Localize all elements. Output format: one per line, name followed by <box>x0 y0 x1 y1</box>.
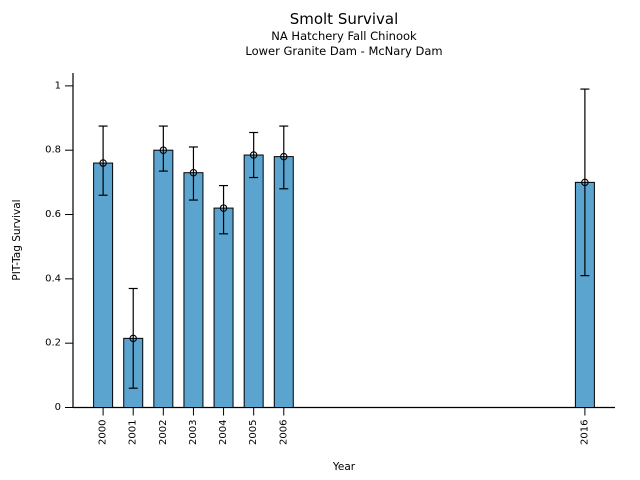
point-marker-2001 <box>129 334 137 343</box>
x-tick-label: 2001 <box>128 420 139 445</box>
chart-title-block: Smolt Survival NA Hatchery Fall Chinook … <box>73 10 615 59</box>
x-tick-label: 2000 <box>98 420 109 445</box>
x-tick-label: 2004 <box>218 420 229 445</box>
y-tick-label: 0.2 <box>45 338 61 349</box>
chart-subtitle-1: NA Hatchery Fall Chinook <box>271 29 417 43</box>
y-tick-label: 0.4 <box>45 273 61 284</box>
bar-2005 <box>243 154 264 408</box>
x-tick-label: 2002 <box>158 420 169 445</box>
y-tick-label: 0.8 <box>45 145 61 156</box>
x-tick-label: 2006 <box>278 420 289 445</box>
x-axis-title: Year <box>332 461 356 473</box>
y-tick-label: 0 <box>55 402 61 413</box>
x-tick-label: 2016 <box>579 420 590 445</box>
bar-2000 <box>93 162 114 408</box>
bar-2003 <box>183 172 204 408</box>
bar-2006 <box>273 156 294 408</box>
chart-subtitle-2: Lower Granite Dam - McNary Dam <box>245 44 443 58</box>
point-marker-2005 <box>249 151 258 159</box>
point-marker-2003 <box>189 168 198 177</box>
bar-2002 <box>153 149 174 408</box>
point-marker-2000 <box>99 159 107 167</box>
point-marker-2004 <box>219 204 228 212</box>
chart-title: Smolt Survival <box>289 10 399 28</box>
point-marker-2002 <box>159 146 168 154</box>
point-marker-2006 <box>280 152 288 161</box>
y-tick-label: 1 <box>55 80 61 91</box>
point-marker-2016 <box>581 178 589 187</box>
x-tick-label: 2003 <box>188 420 199 445</box>
y-tick-label: 0.6 <box>45 209 61 220</box>
x-tick-label: 2005 <box>248 420 259 445</box>
bar-2004 <box>213 207 234 408</box>
